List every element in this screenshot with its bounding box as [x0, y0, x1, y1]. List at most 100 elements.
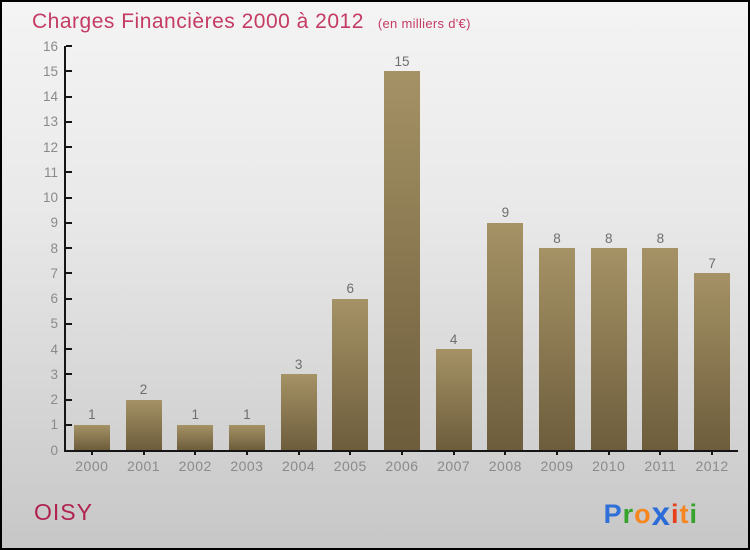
x-tick-label: 2012: [695, 458, 729, 474]
bar-value-label: 8: [604, 230, 613, 246]
y-tick-mark: [66, 423, 72, 426]
bar-2009: [539, 248, 576, 450]
x-tick-label: 2000: [75, 458, 109, 474]
x-tick-label: 2011: [644, 458, 677, 474]
bars-container: 1 2 1 1 3 6 15 4 9 8 8 8 7: [66, 46, 738, 450]
logo-letter: x: [651, 495, 671, 532]
x-tick-label: 2005: [333, 458, 367, 474]
logo-letter: t: [679, 499, 690, 529]
bar-value-label: 7: [708, 255, 716, 271]
bar-slot: 8: [635, 46, 687, 450]
bar-value-label: 1: [191, 407, 199, 423]
y-tick-label: 2: [50, 391, 58, 407]
bar-slot: 2: [118, 46, 170, 450]
bar-value-label: 9: [501, 205, 510, 221]
x-tick-cell: 2003: [221, 450, 273, 476]
x-tick-mark: [245, 450, 248, 455]
x-tick-mark: [504, 450, 507, 455]
y-tick-label: 11: [43, 164, 58, 180]
y-tick-label: 13: [42, 114, 58, 129]
bar-2005: [332, 298, 369, 450]
bar-2001: [125, 399, 162, 450]
y-tick-mark: [66, 348, 72, 350]
y-tick-mark: [66, 373, 72, 376]
y-tick-mark: [66, 272, 72, 275]
x-tick-mark: [142, 450, 145, 455]
y-tick-mark: [66, 297, 72, 300]
y-tick-label: 9: [50, 215, 58, 230]
x-tick-cell: 2000: [66, 450, 118, 476]
bar-slot: 6: [324, 46, 376, 450]
bar-2006: [383, 71, 420, 450]
x-tick-mark: [90, 450, 93, 455]
bar-2012: [694, 273, 731, 450]
y-tick-label: 6: [50, 290, 58, 306]
bar-2010: [590, 248, 627, 450]
bar-2003: [228, 424, 265, 450]
logo-letter: P: [603, 499, 623, 529]
y-tick-mark: [66, 398, 72, 401]
bar-2004: [280, 374, 317, 450]
bar-value-label: 4: [449, 331, 458, 347]
logo-letter: i: [670, 499, 680, 529]
x-tick-cell: 2012: [686, 450, 738, 476]
logo-letter: o: [634, 499, 652, 529]
y-tick-label: 14: [42, 88, 58, 104]
x-tick-label: 2010: [592, 458, 626, 474]
logo-letter: i: [689, 499, 698, 529]
x-tick-mark: [711, 450, 714, 455]
x-tick-cell: 2001: [118, 450, 170, 476]
y-tick-mark: [66, 120, 72, 123]
proxiti-logo[interactable]: Proxiti: [603, 495, 698, 532]
bar-value-label: 1: [88, 407, 96, 423]
bar-2000: [73, 424, 110, 450]
x-tick-mark: [194, 450, 197, 455]
y-tick-label: 10: [42, 189, 58, 205]
bar-value-label: 8: [553, 230, 561, 246]
x-tick-cell: 2010: [583, 450, 635, 476]
bar-slot: 9: [480, 46, 532, 450]
bar-slot: 1: [221, 46, 273, 450]
y-tick-label: 3: [50, 366, 58, 382]
y-tick-label: 4: [50, 341, 58, 357]
x-tick-cell: 2006: [376, 450, 428, 476]
y-tick-mark: [66, 171, 72, 174]
y-tick-label: 8: [50, 240, 58, 256]
x-tick-label: 2002: [178, 458, 212, 474]
bar-2007: [435, 349, 472, 450]
x-tick-mark: [556, 450, 559, 455]
bar-slot: 8: [531, 46, 583, 450]
y-tick-mark: [66, 146, 72, 148]
x-tick-cell: 2007: [428, 450, 480, 476]
x-tick-mark: [400, 450, 403, 455]
bar-value-label: 8: [656, 230, 665, 246]
bar-value-label: 1: [243, 407, 251, 423]
plot-area: 0 1 2 3 4 5 6 7 8 9 10 11 12 13 14 15 16 1 2 1 1 3 6 15 4 9 8 8 8 7: [43, 39, 738, 456]
chart-subtitle: (en milliers d'€): [377, 16, 471, 31]
bar-value-label: 2: [139, 382, 148, 397]
x-tick-mark: [607, 450, 610, 455]
bar-value-label: 3: [294, 356, 303, 372]
x-tick-label: 2009: [540, 458, 574, 474]
bar-2011: [642, 248, 679, 450]
x-tick-label: 2004: [282, 458, 316, 474]
y-tick-mark: [66, 196, 72, 199]
y-tick-label: 5: [50, 316, 58, 331]
bar-2008: [487, 222, 524, 450]
x-tick-label: 2001: [126, 458, 161, 474]
bar-slot: 1: [66, 46, 118, 450]
bar-value-label: 6: [346, 281, 355, 296]
y-tick-label: 0: [50, 442, 58, 458]
y-tick-mark: [66, 95, 72, 98]
y-tick-label: 15: [42, 63, 58, 79]
y-tick-label: 16: [42, 38, 58, 54]
x-tick-label: 2007: [437, 458, 471, 474]
y-tick-mark: [66, 322, 72, 325]
chart-title: Charges Financières 2000 à 2012: [32, 10, 364, 33]
title-row: Charges Financières 2000 à 2012 (en milli…: [32, 10, 471, 34]
x-tick-mark: [297, 450, 300, 455]
bar-slot: 3: [273, 46, 325, 450]
x-axis-labels: 2000 2001 2002 2003 2004 2005 2006 2007 2008 2009…: [66, 450, 738, 476]
bar-slot: 4: [428, 46, 480, 450]
